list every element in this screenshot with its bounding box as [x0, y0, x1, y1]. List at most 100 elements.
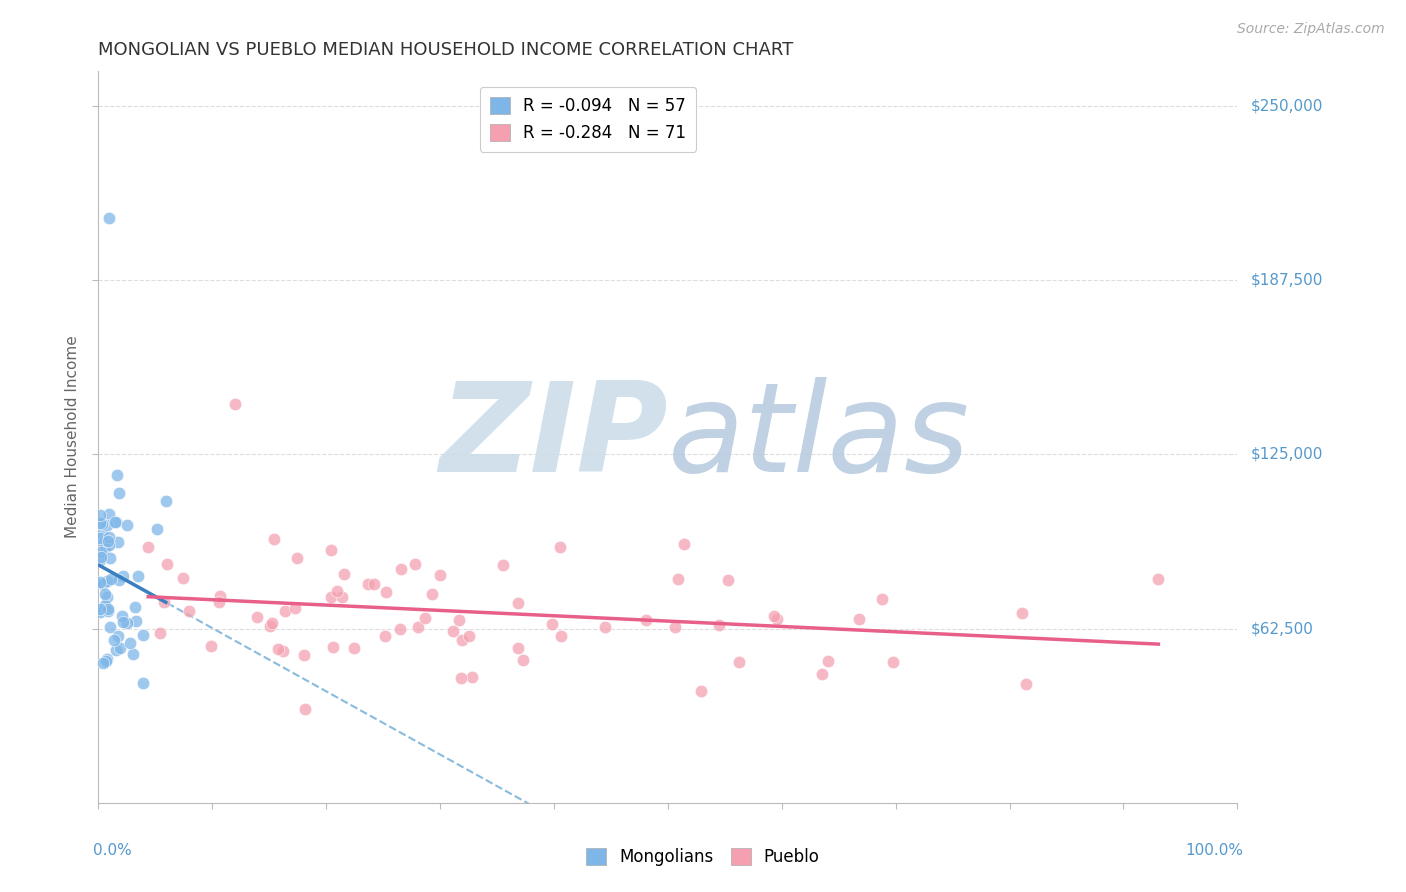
Point	[94, 541, 117, 556]
Point	[716, 574, 738, 588]
Point	[443, 624, 465, 638]
Text: $187,500: $187,500	[1251, 273, 1323, 288]
Point	[447, 614, 470, 628]
Point	[89, 531, 111, 545]
Point	[91, 526, 114, 541]
Point	[125, 614, 148, 628]
Point	[707, 618, 730, 632]
Point	[89, 605, 111, 619]
Point	[690, 684, 713, 698]
Point	[208, 595, 231, 609]
Point	[94, 598, 117, 612]
Point	[153, 595, 176, 609]
Point	[259, 619, 281, 633]
Point	[105, 468, 128, 483]
Point	[108, 641, 131, 656]
Point	[136, 540, 159, 554]
Point	[408, 620, 430, 634]
Point	[321, 591, 343, 605]
Point	[97, 211, 120, 225]
Point	[97, 601, 120, 615]
Point	[404, 557, 426, 571]
Point	[93, 577, 115, 591]
Point	[294, 702, 316, 716]
Point	[540, 616, 562, 631]
Point	[89, 516, 111, 530]
Point	[89, 601, 111, 615]
Point	[90, 544, 112, 558]
Point	[97, 534, 120, 549]
Point	[285, 550, 308, 565]
Point	[391, 562, 413, 576]
Point	[96, 654, 118, 668]
Point	[664, 620, 686, 634]
Point	[357, 577, 380, 591]
Point	[155, 493, 177, 508]
Text: MONGOLIAN VS PUEBLO MEDIAN HOUSEHOLD INCOME CORRELATION CHART: MONGOLIAN VS PUEBLO MEDIAN HOUSEHOLD INC…	[98, 41, 793, 59]
Point	[319, 543, 342, 558]
Point	[132, 675, 155, 690]
Point	[595, 620, 617, 634]
Point	[91, 656, 114, 670]
Point	[817, 654, 839, 668]
Point	[103, 633, 125, 648]
Y-axis label: Median Household Income: Median Household Income	[65, 335, 80, 539]
Point	[117, 517, 139, 532]
Point	[107, 534, 129, 549]
Point	[200, 639, 222, 653]
Point	[156, 557, 179, 571]
Point	[326, 584, 349, 599]
Point	[124, 599, 146, 614]
Point	[96, 517, 118, 532]
Point	[1011, 606, 1033, 620]
Point	[91, 577, 114, 591]
Point	[343, 640, 366, 655]
Text: ZIP: ZIP	[439, 376, 668, 498]
Point	[848, 612, 870, 626]
Point	[374, 629, 396, 643]
Point	[246, 609, 269, 624]
Point	[90, 549, 112, 564]
Point	[111, 609, 134, 624]
Point	[100, 620, 122, 634]
Text: $125,000: $125,000	[1251, 447, 1323, 462]
Point	[284, 601, 307, 615]
Point	[548, 540, 571, 554]
Point	[333, 566, 356, 581]
Point	[149, 626, 172, 640]
Point	[810, 667, 832, 681]
Point	[115, 616, 138, 631]
Point	[763, 609, 786, 624]
Point	[104, 643, 127, 657]
Point	[330, 590, 353, 604]
Point	[870, 592, 893, 607]
Point	[91, 535, 114, 549]
Point	[89, 553, 111, 567]
Point	[96, 590, 118, 604]
Text: Source: ZipAtlas.com: Source: ZipAtlas.com	[1237, 22, 1385, 37]
Point	[100, 573, 122, 587]
Text: $250,000: $250,000	[1251, 99, 1323, 113]
Point	[121, 648, 143, 662]
Point	[262, 616, 284, 631]
Point	[666, 572, 689, 586]
Point	[120, 636, 142, 650]
Point	[292, 648, 315, 662]
Point	[388, 622, 411, 636]
Point	[420, 587, 443, 601]
Point	[765, 611, 787, 625]
Point	[673, 537, 696, 551]
Point	[107, 629, 129, 643]
Point	[98, 508, 121, 522]
Point	[550, 629, 572, 643]
Point	[172, 571, 194, 585]
Point	[457, 630, 479, 644]
Point	[146, 522, 169, 536]
Point	[89, 575, 111, 590]
Point	[461, 669, 484, 683]
Text: 100.0%: 100.0%	[1185, 843, 1243, 858]
Point	[274, 604, 297, 618]
Point	[96, 651, 118, 665]
Legend: Mongolians, Pueblo: Mongolians, Pueblo	[579, 841, 827, 873]
Point	[104, 515, 127, 529]
